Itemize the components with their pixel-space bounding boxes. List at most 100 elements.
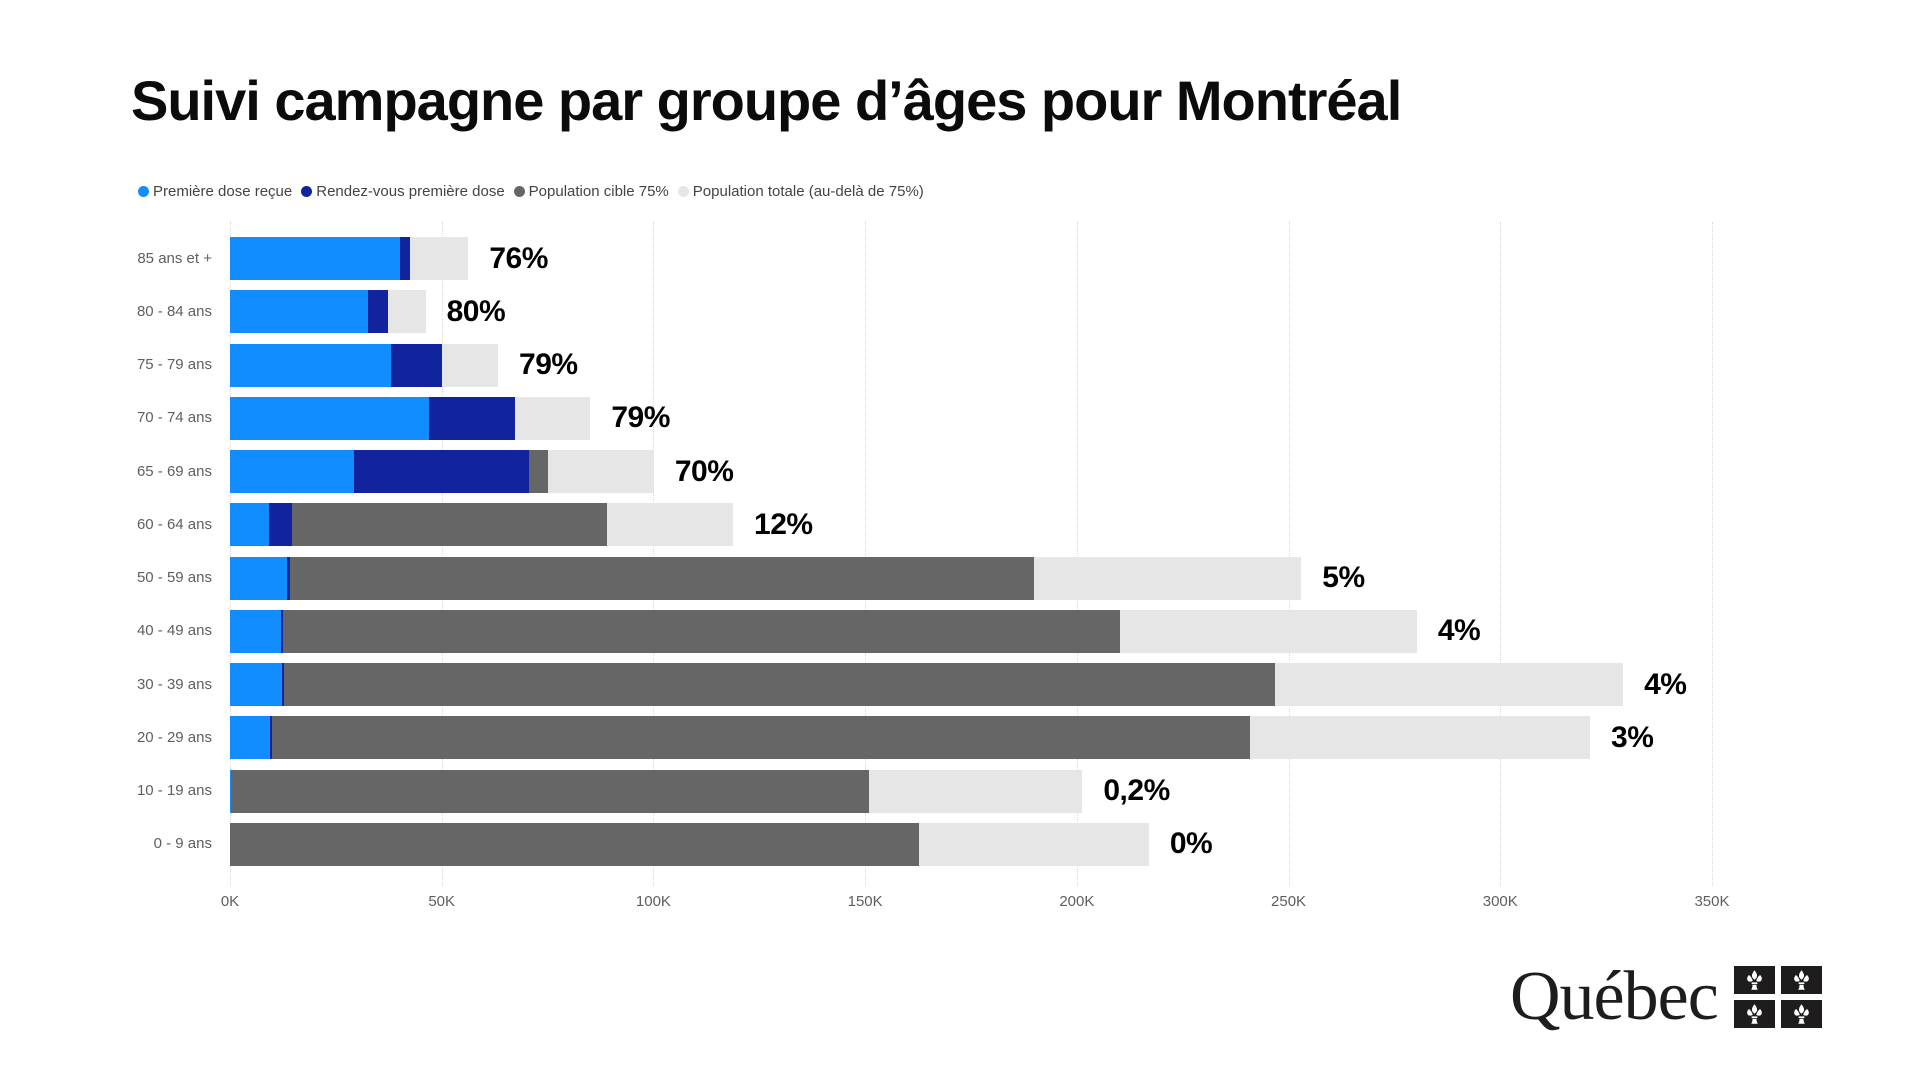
x-axis-tick-label: 50K xyxy=(428,893,456,910)
legend-dot-icon xyxy=(138,186,149,197)
legend-item-3[interactable]: Population totale (au-delà de 75%) xyxy=(677,183,924,200)
bar-segment-series-3-row-2[interactable] xyxy=(442,343,499,387)
bar-percentage-label: 79% xyxy=(519,348,578,382)
bar-segment-series-0-row-2[interactable] xyxy=(230,343,392,387)
bar-segment-series-2-row-8[interactable] xyxy=(284,663,1275,707)
bar-segment-series-1-row-7[interactable] xyxy=(280,609,284,653)
x-axis-tick-label: 100K xyxy=(635,893,671,910)
bar-segment-series-0-row-3[interactable] xyxy=(230,396,429,440)
legend-dot-icon xyxy=(301,186,313,197)
bar-percentage-label: 4% xyxy=(1644,667,1687,701)
bar-percentage-label: 4% xyxy=(1437,614,1481,648)
fleur-de-lis-icon xyxy=(1780,966,1822,994)
bar-segment-series-0-row-4[interactable] xyxy=(230,450,354,494)
y-axis-label: 10 - 19 ans xyxy=(136,782,212,800)
fleur-de-lis-icon xyxy=(1733,1000,1775,1028)
gridline-150K xyxy=(865,222,867,886)
bar-segment-series-0-row-5[interactable] xyxy=(230,503,270,547)
bar-segment-series-3-row-8[interactable] xyxy=(1274,663,1624,707)
y-axis-label: 65 - 69 ans xyxy=(136,462,212,480)
legend-dot-icon xyxy=(677,186,689,197)
bar-segment-series-2-row-6[interactable] xyxy=(289,556,1034,600)
y-axis-label: 70 - 74 ans xyxy=(136,409,212,427)
bar-percentage-label: 79% xyxy=(611,401,670,435)
legend-item-0[interactable]: Première dose reçue xyxy=(138,183,292,200)
bar-segment-series-0-row-10[interactable] xyxy=(230,769,232,813)
bar-segment-series-0-row-9[interactable] xyxy=(230,716,270,760)
bar-segment-series-0-row-0[interactable] xyxy=(230,237,401,280)
bar-percentage-label: 5% xyxy=(1322,561,1365,595)
bar-segment-series-0-row-6[interactable] xyxy=(230,556,288,600)
fleur-de-lis-icon xyxy=(1733,966,1775,994)
bar-segment-series-2-row-9[interactable] xyxy=(272,716,1251,760)
quebec-logo: Québec xyxy=(1510,962,1822,1032)
bar-percentage-label: 3% xyxy=(1611,720,1654,754)
bar-segment-series-1-row-1[interactable] xyxy=(367,290,388,334)
bar-segment-series-3-row-10[interactable] xyxy=(869,769,1083,813)
y-axis-label: 75 - 79 ans xyxy=(136,356,212,374)
gridline-350K xyxy=(1712,222,1713,886)
gridline-100K xyxy=(653,222,655,886)
x-axis-tick-label: 300K xyxy=(1482,893,1518,910)
gridline-250K xyxy=(1288,222,1290,886)
quebec-logo-text: Québec xyxy=(1510,958,1719,1035)
bar-segment-series-2-row-4[interactable] xyxy=(529,450,548,494)
bar-segment-series-1-row-6[interactable] xyxy=(287,556,290,600)
x-axis-tick-label: 200K xyxy=(1059,893,1095,910)
gridline-50K xyxy=(441,222,443,886)
bar-segment-series-1-row-4[interactable] xyxy=(353,450,530,494)
bar-segment-series-2-row-5[interactable] xyxy=(291,503,607,547)
legend: Première dose reçue Rendez-vous première … xyxy=(138,183,933,200)
gridline-300K xyxy=(1500,222,1502,886)
bar-segment-series-1-row-8[interactable] xyxy=(281,663,285,707)
legend-dot-icon xyxy=(513,186,525,197)
bar-segment-series-3-row-7[interactable] xyxy=(1120,609,1417,653)
bar-segment-series-1-row-0[interactable] xyxy=(400,237,411,280)
legend-item-1[interactable]: Rendez-vous première dose xyxy=(301,183,505,200)
quebec-flag xyxy=(1733,966,1822,1028)
fleur-de-lis-icon xyxy=(1780,1000,1822,1028)
bar-segment-series-1-row-9[interactable] xyxy=(269,716,273,760)
legend-label: Rendez-vous première dose xyxy=(316,183,505,200)
bar-segment-series-3-row-11[interactable] xyxy=(919,822,1149,866)
bar-percentage-label: 80% xyxy=(446,294,506,328)
y-axis-label: 30 - 39 ans xyxy=(136,675,212,693)
y-axis-label: 60 - 64 ans xyxy=(136,515,212,533)
bar-segment-series-0-row-7[interactable] xyxy=(230,609,281,653)
bar-percentage-label: 12% xyxy=(754,507,813,541)
gridline-0K xyxy=(230,222,231,886)
bar-percentage-label: 76% xyxy=(489,241,548,275)
x-axis-tick-label: 250K xyxy=(1271,893,1307,910)
legend-label: Population totale (au-delà de 75%) xyxy=(692,183,924,200)
y-axis-label: 40 - 49 ans xyxy=(136,622,212,640)
bar-percentage-label: 70% xyxy=(674,454,734,488)
bar-segment-series-1-row-2[interactable] xyxy=(391,343,443,387)
bar-segment-series-2-row-11[interactable] xyxy=(230,822,920,866)
bar-segment-series-3-row-0[interactable] xyxy=(410,237,469,280)
legend-item-2[interactable]: Population cible 75% xyxy=(513,183,669,200)
bar-segment-series-3-row-9[interactable] xyxy=(1250,716,1591,760)
bar-segment-series-0-row-8[interactable] xyxy=(230,663,282,707)
legend-label: Première dose reçue xyxy=(153,183,293,200)
x-axis-tick-label: 150K xyxy=(847,893,883,910)
legend-label: Population cible 75% xyxy=(528,183,669,200)
x-axis-tick-label: 0K xyxy=(220,893,240,910)
y-axis-label: 85 ans et + xyxy=(137,249,212,267)
bar-segment-series-3-row-6[interactable] xyxy=(1033,556,1302,600)
chart-title: Suivi campagne par groupe d’âges pour Mo… xyxy=(131,69,1402,132)
bar-segment-series-2-row-10[interactable] xyxy=(231,769,870,813)
bar-segment-series-3-row-3[interactable] xyxy=(514,396,591,440)
bar-percentage-label: 0% xyxy=(1169,827,1213,861)
bar-segment-series-3-row-4[interactable] xyxy=(547,450,654,494)
bar-segment-series-3-row-5[interactable] xyxy=(606,503,734,547)
bar-segment-series-1-row-5[interactable] xyxy=(269,503,292,547)
x-axis-tick-label: 350K xyxy=(1694,893,1730,910)
y-axis-label: 20 - 29 ans xyxy=(136,728,212,746)
bar-segment-series-1-row-3[interactable] xyxy=(429,396,515,440)
bar-segment-series-2-row-7[interactable] xyxy=(283,609,1121,653)
y-axis-label: 0 - 9 ans xyxy=(153,835,212,853)
bar-segment-series-0-row-1[interactable] xyxy=(230,290,368,334)
bar-segment-series-3-row-1[interactable] xyxy=(387,290,426,334)
gridline-200K xyxy=(1076,222,1078,886)
